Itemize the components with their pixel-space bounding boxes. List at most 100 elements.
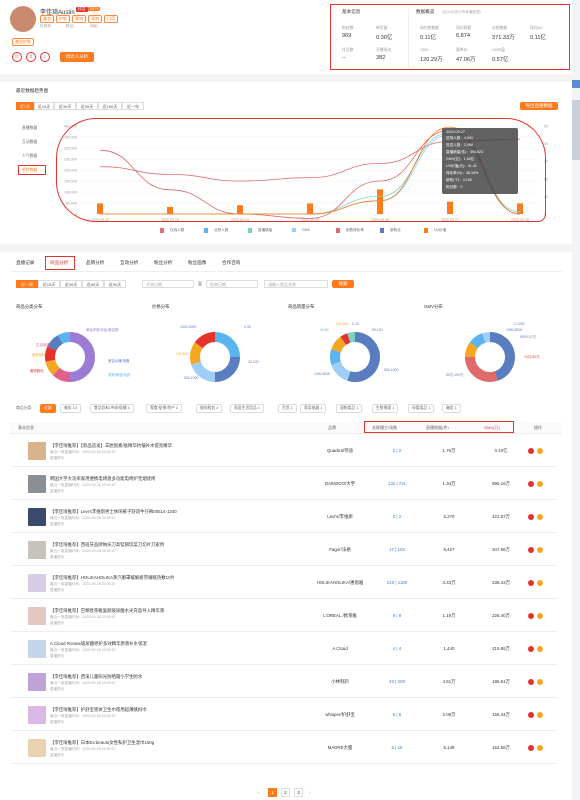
col-header[interactable]: GMV(万) — [484, 425, 500, 430]
date-from-input[interactable]: 开始日期 — [142, 280, 194, 288]
next-page-button[interactable]: › — [309, 790, 311, 796]
product-title[interactable]: 【李佳琦推荐】巴黎欧莱雅复颜玻尿酸水光充盈导入精华液 — [50, 608, 165, 613]
legend-item[interactable]: UV价值 — [424, 228, 446, 233]
period-tab[interactable]: 近30天 — [60, 280, 82, 288]
product-title[interactable]: 【李佳琦推荐】HOLIKAHOLIKA蒸汽眼罩缓解疲劳睡眠热敷10片 — [50, 575, 175, 580]
page-button-2[interactable]: 2 — [281, 788, 290, 797]
donut-slice[interactable] — [482, 332, 491, 343]
legend-item[interactable]: GMV — [292, 228, 310, 232]
favorite-icon[interactable] — [528, 514, 534, 520]
side-tab[interactable]: 带货数据 — [22, 168, 38, 172]
donut-slice[interactable] — [57, 332, 71, 344]
product-title[interactable]: 【李佳琦推荐】西班牙品牌纳乐刀高锰钢切菜刀切片刀家用 — [50, 542, 165, 547]
legend-item[interactable]: 点赞人数 — [204, 228, 228, 233]
range-tab[interactable]: 近90天 — [76, 102, 98, 110]
donut-slice[interactable] — [489, 332, 515, 381]
product-thumbnail[interactable] — [28, 541, 46, 559]
share-icon[interactable]: ⇪ — [26, 52, 36, 62]
analysis-tab[interactable]: 合作咨询 — [222, 260, 241, 265]
favorite-icon[interactable] — [528, 646, 534, 652]
page-button-1[interactable]: 1 — [268, 788, 277, 797]
period-tab[interactable]: 近60天 — [82, 280, 104, 288]
table-row[interactable]: 韩国大宇大功率家用便携电烤盘多功能电烤炉无烟烧烤 最近一场直播时间：2020-09… — [10, 468, 558, 500]
table-row[interactable]: 【李佳琦推荐】巴黎欧莱雅复颜玻尿酸水光充盈导入精华液 最近一场直播时间：2020-… — [10, 600, 558, 632]
range-tab[interactable]: 近15天 — [34, 102, 54, 110]
filter-pill[interactable]: 百货 1 — [278, 404, 297, 413]
detail-icon[interactable] — [537, 646, 543, 652]
legend-item[interactable]: 销售转化率 — [336, 228, 364, 233]
filter-pill[interactable]: 食品饮料/冲调/保健 3 — [90, 404, 134, 413]
range-tab[interactable]: 近30天 — [54, 102, 76, 110]
filter-pill[interactable]: 家居生活用品 1 — [230, 404, 264, 413]
donut-slice[interactable] — [69, 332, 95, 382]
analysis-tab[interactable]: 直播记录 — [16, 260, 35, 265]
link-cell[interactable]: 132 | 721 — [387, 481, 407, 486]
table-row[interactable]: 【李佳琦推荐】护舒宝液体卫生巾夜用超薄姨妈巾 最近一场直播时间：2020-09-2… — [10, 699, 558, 731]
detail-icon[interactable] — [537, 547, 543, 553]
side-tab[interactable]: 直播数据 — [22, 126, 38, 130]
link-cell[interactable]: 17 | 103 — [389, 547, 405, 552]
product-thumbnail[interactable] — [28, 475, 46, 493]
donut-slice[interactable] — [190, 342, 204, 365]
favorite-icon[interactable] — [528, 679, 534, 685]
analysis-tab[interactable]: 商品分析 — [50, 260, 69, 265]
donut-slice[interactable] — [47, 335, 64, 351]
donut-slice[interactable] — [331, 336, 347, 353]
product-thumbnail[interactable] — [28, 739, 46, 757]
link-cell[interactable]: 8 | 8 — [392, 613, 402, 618]
product-thumbnail[interactable] — [28, 673, 46, 691]
link-cell[interactable]: 5 | 16 — [391, 745, 403, 750]
analysis-tab[interactable]: 互动分析 — [120, 260, 139, 265]
period-tab[interactable]: 近一周 — [16, 280, 38, 288]
range-tab[interactable]: 近7天 — [16, 102, 34, 110]
product-search-input[interactable]: 请输入商品名称 — [264, 280, 328, 288]
filter-pill[interactable]: 美妆 14 — [60, 404, 81, 413]
donut-slice[interactable] — [331, 361, 351, 381]
product-thumbnail[interactable] — [28, 442, 46, 460]
period-tab[interactable]: 近15天 — [38, 280, 60, 288]
product-thumbnail[interactable] — [28, 574, 46, 592]
product-title[interactable]: 【李佳琦推荐】护舒宝液体卫生巾夜用超薄姨妈巾 — [50, 707, 147, 712]
analyze-button[interactable]: 找达人分析 — [60, 52, 94, 62]
product-thumbnail[interactable] — [28, 607, 46, 625]
donut-slice[interactable] — [194, 332, 216, 349]
star-icon[interactable]: ☆ — [12, 52, 22, 62]
analysis-tab[interactable]: 粉丝分析 — [154, 260, 173, 265]
range-tab[interactable]: 近一年 — [122, 102, 144, 110]
link-cell[interactable]: 2 | 2 — [392, 514, 402, 519]
prev-page-button[interactable]: ‹ — [258, 790, 260, 796]
donut-slice[interactable] — [347, 332, 356, 343]
table-row[interactable]: 【李佳琦推荐】西溪儿童阳光防晒霜小学生防水 最近一场直播时间：2020-09-28… — [10, 666, 558, 698]
table-row[interactable]: 【李佳琦推荐】西班牙品牌纳乐刀高锰钢切菜刀切片刀家用 最近一场直播时间：2020-… — [10, 534, 558, 566]
link-cell[interactable]: 210 | 1189 — [386, 580, 408, 585]
detail-icon[interactable] — [537, 613, 543, 619]
cart-icon[interactable]: ⌂ — [40, 52, 50, 62]
filter-pill[interactable]: 箱包 1 — [442, 404, 461, 413]
product-title[interactable]: 【李佳琦推荐】西溪儿童阳光防晒霜小学生防水 — [50, 674, 143, 679]
filter-pill[interactable]: 全部 — [40, 404, 56, 413]
donut-slice[interactable] — [45, 346, 57, 362]
analysis-tab[interactable]: 粉丝画像 — [188, 260, 207, 265]
donut-slice[interactable] — [330, 349, 341, 365]
donut-slice[interactable] — [214, 332, 240, 358]
donut-slice[interactable] — [45, 359, 60, 376]
range-tab[interactable]: 近180天 — [98, 102, 122, 110]
favorite-icon[interactable] — [528, 712, 534, 718]
side-tab[interactable]: 人气数据 — [22, 154, 38, 158]
product-thumbnail[interactable] — [28, 508, 46, 526]
product-title[interactable]: 韩国大宇大功率家用便携电烤盘多功能电烤炉无烟烧烤 — [50, 476, 156, 481]
link-cell[interactable]: 2 | 2 — [392, 448, 402, 453]
right-toolbar[interactable] — [572, 80, 580, 88]
detail-icon[interactable] — [537, 712, 543, 718]
period-tab[interactable]: 近90天 — [104, 280, 126, 288]
favorite-icon[interactable] — [528, 547, 534, 553]
legend-item[interactable]: 在线人数 — [160, 228, 184, 233]
product-title[interactable]: 【李佳琦推荐】日本Ex:beaute女性私护卫生湿巾150g — [50, 740, 155, 745]
link-cell[interactable]: 5 | 5 — [392, 712, 402, 717]
link-cell[interactable]: 4 | 4 — [392, 646, 402, 651]
col-header[interactable]: 直播销量(件) — [426, 425, 449, 430]
donut-slice[interactable] — [214, 356, 240, 382]
donut-slice[interactable] — [469, 333, 486, 349]
table-row[interactable]: A.Cloud Romee玻尿酸修护多效精华原液补水保湿 最近一场直播时间：202… — [10, 633, 558, 665]
donut-slice[interactable] — [340, 333, 351, 345]
